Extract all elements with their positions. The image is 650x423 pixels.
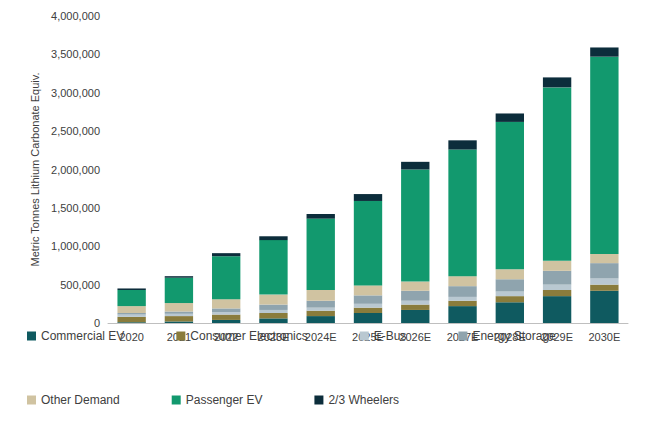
svg-text:2021: 2021 xyxy=(167,331,191,343)
svg-text:Metric Tonnes Lithium Carbonat: Metric Tonnes Lithium Carbonate Equiv. xyxy=(29,72,41,266)
svg-text:2027E: 2027E xyxy=(446,330,479,343)
svg-text:1,000,000: 1,000,000 xyxy=(51,240,100,252)
svg-text:2/3 Wheelers: 2/3 Wheelers xyxy=(328,393,399,407)
svg-text:500,000: 500,000 xyxy=(60,279,100,291)
svg-text:Other Demand: Other Demand xyxy=(41,393,120,407)
svg-text:2025E: 2025E xyxy=(352,330,384,343)
svg-text:0: 0 xyxy=(94,317,100,329)
svg-text:Commercial EV: Commercial EV xyxy=(41,329,124,343)
svg-text:2024E: 2024E xyxy=(305,331,337,343)
svg-text:2,000,000: 2,000,000 xyxy=(51,164,100,176)
svg-text:Energy Storage: Energy Storage xyxy=(472,329,556,343)
svg-text:1,500,000: 1,500,000 xyxy=(51,202,100,214)
svg-text:2,500,000: 2,500,000 xyxy=(51,125,100,137)
svg-text:Consumer Electronics: Consumer Electronics xyxy=(190,329,307,343)
svg-text:2026E: 2026E xyxy=(399,330,432,343)
svg-text:2030E: 2030E xyxy=(588,331,620,343)
svg-text:3,500,000: 3,500,000 xyxy=(51,48,100,60)
svg-text:2020: 2020 xyxy=(119,330,144,343)
svg-text:4,000,000: 4,000,000 xyxy=(51,10,100,22)
svg-text:E-Bus: E-Bus xyxy=(374,329,407,343)
svg-text:Passenger EV: Passenger EV xyxy=(186,393,263,407)
svg-text:3,000,000: 3,000,000 xyxy=(51,87,100,99)
svg-text:2029E: 2029E xyxy=(541,330,573,343)
